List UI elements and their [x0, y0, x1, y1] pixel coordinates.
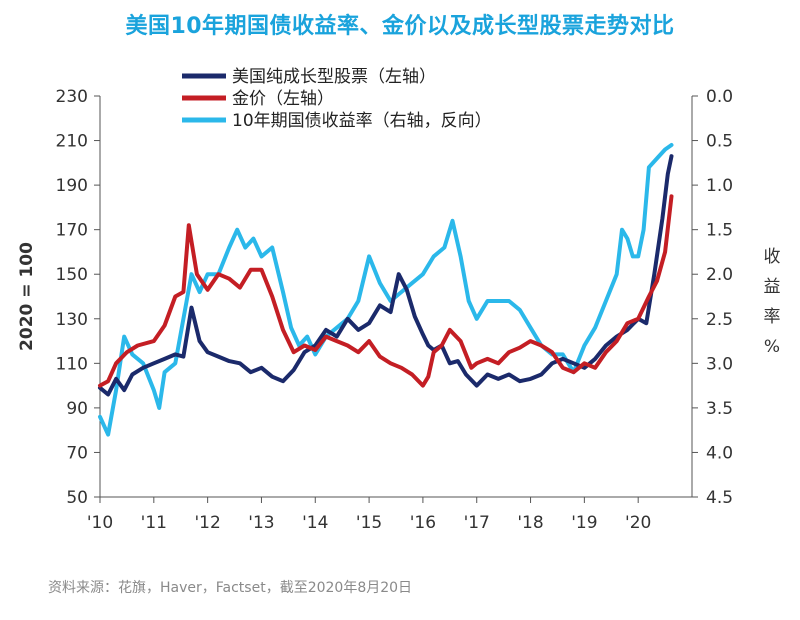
y-right-tick-label: 4.5: [706, 488, 733, 508]
chart-title: 美国10年期国债收益率、金价以及成长型股票走势对比: [125, 14, 675, 39]
y-left-tick-label: 210: [56, 132, 88, 152]
y-left-tick-label: 110: [56, 354, 88, 374]
x-tick-label: '13: [248, 513, 274, 533]
y-left-tick-label: 190: [56, 176, 88, 196]
y-right-tick-label: 2.0: [706, 265, 733, 285]
x-tick-label: '20: [625, 513, 651, 533]
legend-label-1: 金价（左轴）: [232, 89, 334, 109]
y-right-tick-label: 3.0: [706, 354, 733, 374]
y-left-tick-label: 50: [66, 488, 88, 508]
x-tick-label: '11: [141, 513, 167, 533]
axes: 50 70 90 110 130 150 170 190 210 230 0.0 0.5 1.0 1.5 2…: [17, 87, 781, 533]
series-line-2: [98, 143, 674, 437]
series-lines: [98, 143, 674, 437]
y-left-tick-label: 230: [56, 87, 88, 107]
legend-label-2: 10年期国债收益率（右轴，反向）: [232, 111, 492, 131]
y-right-tick-label: 4.0: [706, 443, 733, 463]
legend: 美国纯成长型股票（左轴）金价（左轴）10年期国债收益率（右轴，反向）: [182, 67, 492, 131]
x-tick-label: '19: [571, 513, 597, 533]
x-tick-label: '17: [464, 513, 490, 533]
y-right-tick-label: 0.0: [706, 87, 733, 107]
y-left-tick-label: 150: [56, 265, 88, 285]
y-left-tick-label: 70: [66, 443, 88, 463]
y-right-axis-label-char: 率: [764, 307, 781, 327]
y-right-axis-label-char: %: [764, 337, 780, 357]
x-tick-label: '15: [356, 513, 382, 533]
x-tick-label: '14: [302, 513, 328, 533]
series-line-0: [98, 154, 674, 397]
y-right-tick-label: 2.5: [706, 310, 733, 330]
y-right-axis-label-char: 收: [764, 247, 781, 267]
x-tick-label: '18: [517, 513, 543, 533]
y-right-tick-label: 0.5: [706, 132, 733, 152]
x-tick-label: '10: [87, 513, 113, 533]
legend-label-0: 美国纯成长型股票（左轴）: [232, 67, 436, 87]
source-note: 资料来源：花旗，Haver，Factset，截至2020年8月20日: [48, 580, 413, 596]
x-tick-label: '16: [410, 513, 436, 533]
y-left-tick-label: 130: [56, 310, 88, 330]
y-left-tick-label: 90: [66, 399, 88, 419]
y-axis-label: 2020 = 100: [17, 242, 37, 351]
y-right-axis-label-char: 益: [764, 277, 781, 297]
series-line-1: [98, 194, 674, 388]
y-right-tick-label: 1.5: [706, 221, 733, 241]
x-tick-label: '12: [194, 513, 220, 533]
y-right-tick-label: 1.0: [706, 176, 733, 196]
y-left-tick-label: 170: [56, 221, 88, 241]
y-right-tick-label: 3.5: [706, 399, 733, 419]
